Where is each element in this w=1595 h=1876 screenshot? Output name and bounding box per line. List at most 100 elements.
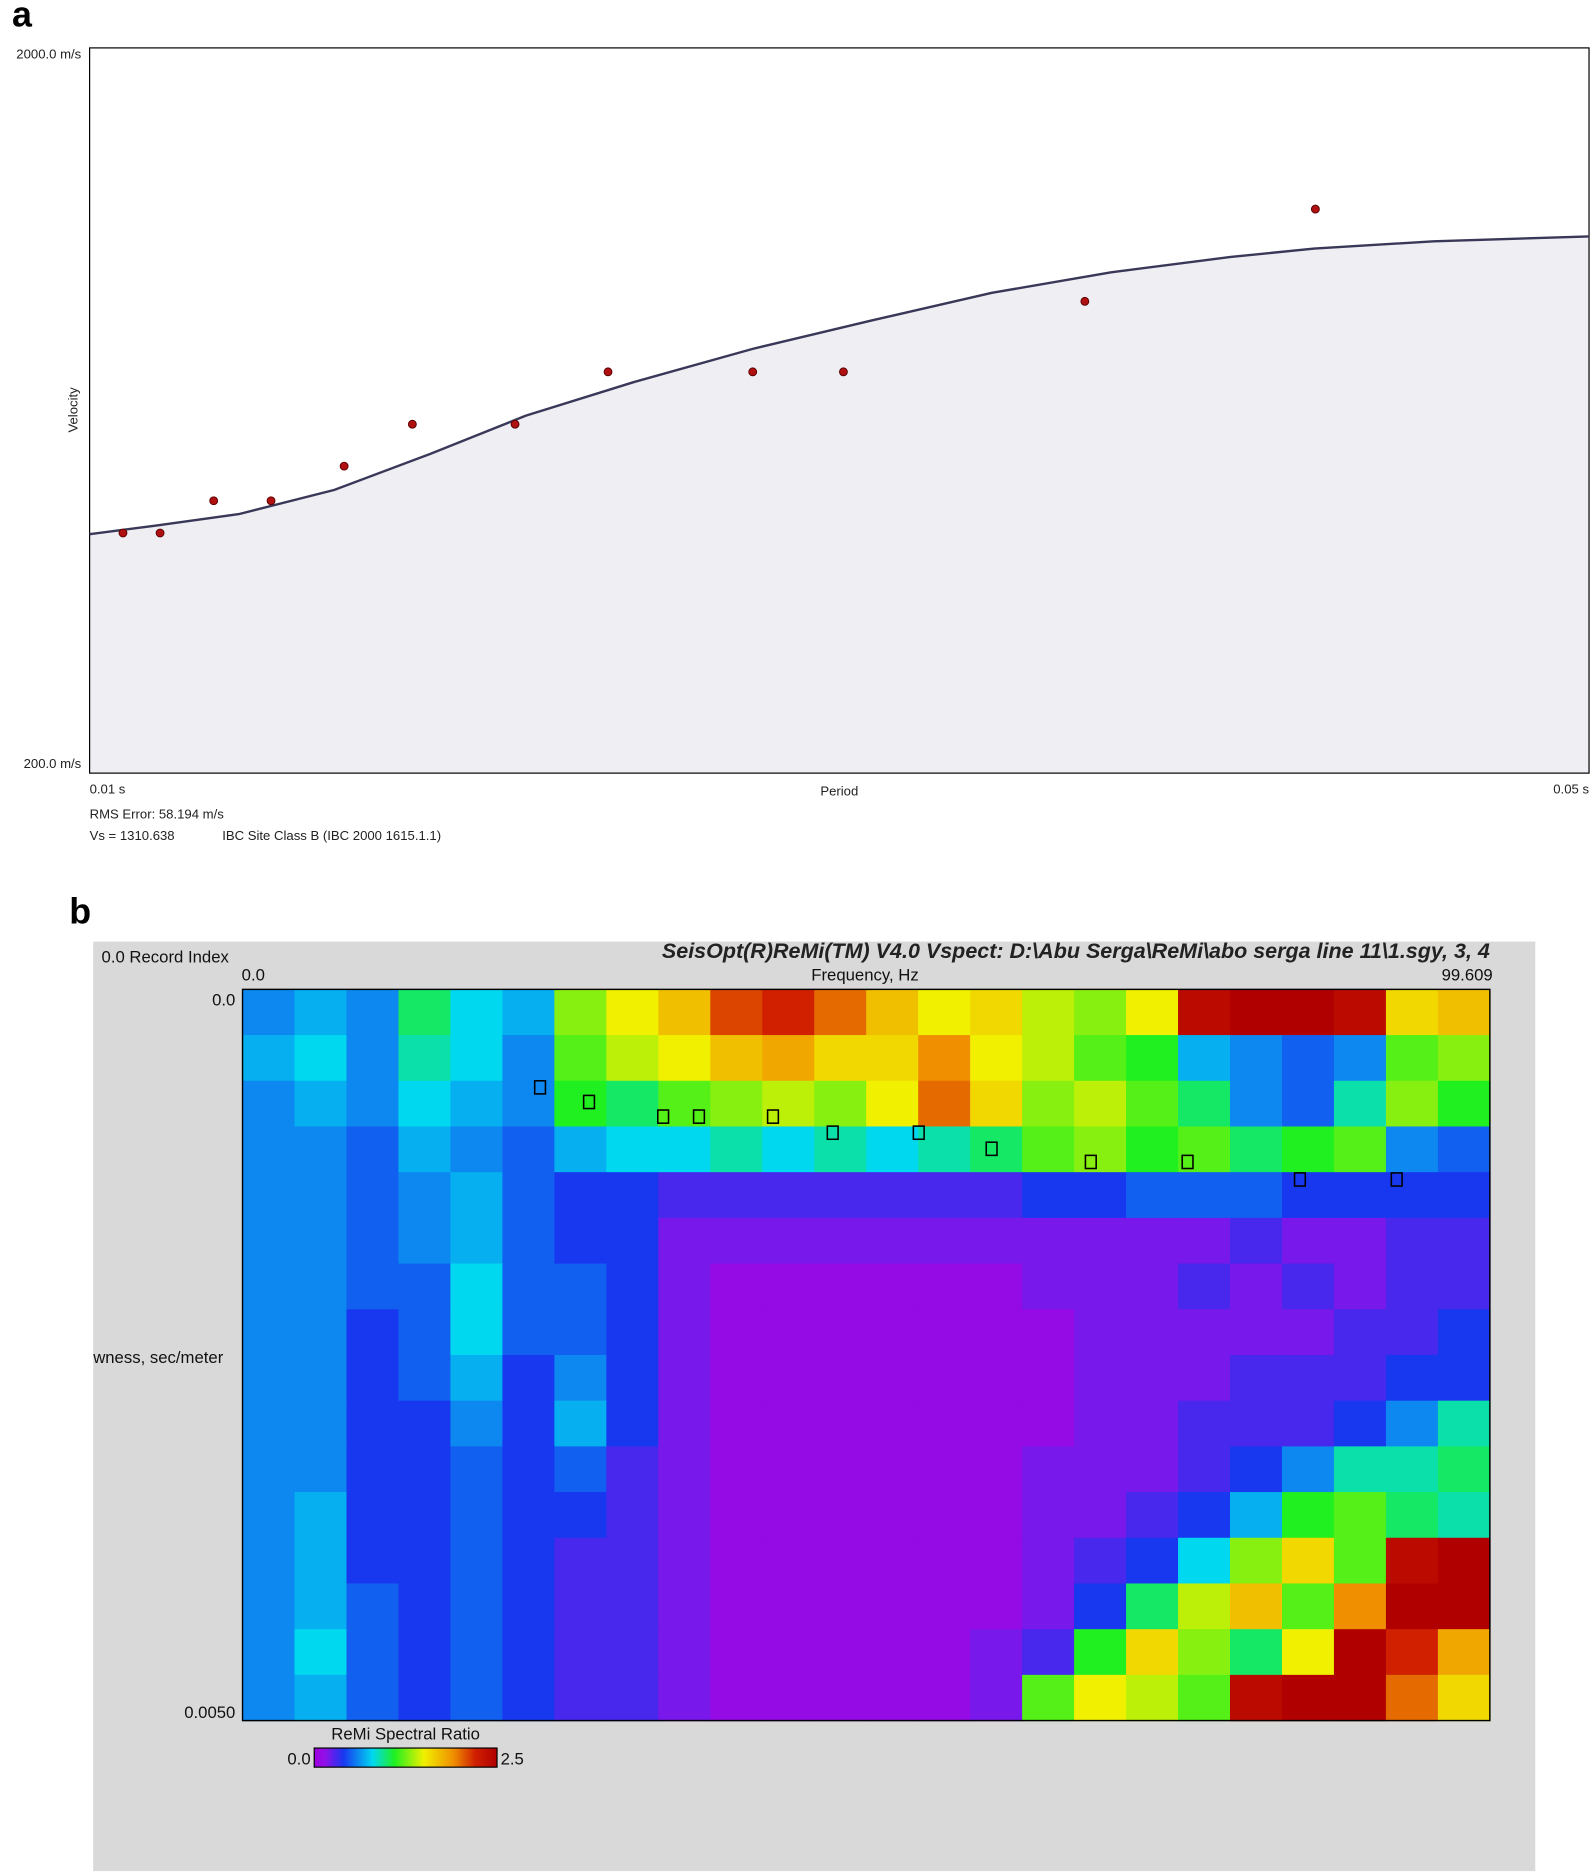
- data-point: [339, 461, 349, 471]
- pick-marker: [533, 1080, 547, 1095]
- heatmap-cell: [970, 1080, 1023, 1128]
- heatmap-cell: [502, 1309, 556, 1356]
- heatmap-cell: [554, 1035, 608, 1082]
- heatmap-cell: [450, 989, 504, 1036]
- heatmap-cell: [606, 1126, 660, 1173]
- heatmap-cell: [1437, 1537, 1491, 1585]
- heatmap-cell: [242, 1172, 296, 1219]
- heatmap-cell: [1385, 1629, 1439, 1676]
- heatmap-cell: [1022, 1629, 1075, 1676]
- heatmap-cell: [294, 1629, 348, 1676]
- heatmap-cell: [294, 1446, 348, 1493]
- heatmap-cell: [814, 1583, 867, 1630]
- heatmap-cell: [1074, 1035, 1127, 1082]
- colorbar-tick-label: 0.0: [287, 1749, 310, 1768]
- heatmap-cell: [554, 1583, 608, 1630]
- heatmap-cell: [710, 1126, 763, 1173]
- heatmap-cell: [606, 1674, 660, 1722]
- heatmap-cell: [1022, 1309, 1075, 1356]
- heatmap-cell: [1437, 989, 1491, 1036]
- heatmap-cell: [398, 1217, 452, 1265]
- heatmap-cell: [346, 1035, 400, 1082]
- heatmap-cell: [1385, 1674, 1439, 1722]
- heatmap-cell: [866, 1126, 919, 1173]
- heatmap-cell: [918, 1217, 971, 1265]
- heatmap-cell: [502, 1629, 556, 1676]
- heatmap-cell: [1333, 1354, 1387, 1402]
- heatmap-cell: [1385, 1354, 1439, 1402]
- heatmap-cell: [450, 1172, 504, 1219]
- heatmap-cell: [398, 1583, 452, 1630]
- heatmap-cell: [762, 1263, 815, 1310]
- heatmap-cell: [242, 1309, 296, 1356]
- heatmap-cell: [294, 1172, 348, 1219]
- heatmap-cell: [970, 1217, 1023, 1265]
- heatmap-cell: [554, 1263, 608, 1310]
- panel-label: b: [69, 892, 91, 932]
- heatmap-cell: [1074, 1354, 1127, 1402]
- heatmap-cell: [970, 1263, 1023, 1310]
- heatmap-cell: [762, 1492, 815, 1539]
- heatmap-cell: [294, 1126, 348, 1173]
- heatmap-cell: [814, 1126, 867, 1173]
- heatmap-cell: [1385, 1172, 1439, 1219]
- heatmap-cell: [710, 1400, 763, 1448]
- heatmap-cell: [1074, 1583, 1127, 1630]
- heatmap-cell: [658, 1492, 711, 1539]
- heatmap-cell: [918, 1446, 971, 1493]
- heatmap-cell: [398, 989, 452, 1036]
- colorbar: [313, 1747, 498, 1768]
- heatmap-cell: [1385, 1446, 1439, 1493]
- x-axis-label: Frequency, Hz: [811, 966, 918, 985]
- heatmap-cell: [346, 1263, 400, 1310]
- heatmap-cell: [710, 1674, 763, 1722]
- heatmap-cell: [294, 1400, 348, 1448]
- plot-frame: [89, 47, 1590, 774]
- heatmap-cell: [814, 1263, 867, 1310]
- heatmap-cell: [502, 1674, 556, 1722]
- heatmap-cell: [918, 1126, 971, 1173]
- heatmap-cell: [1281, 1400, 1335, 1448]
- heatmap-cell: [1281, 1674, 1335, 1722]
- heatmap-cell: [762, 1217, 815, 1265]
- heatmap-cell: [866, 1537, 919, 1585]
- heatmap-cell: [710, 1080, 763, 1128]
- heatmap-cell: [1333, 1492, 1387, 1539]
- heatmap-cell: [1022, 1446, 1075, 1493]
- heatmap-cell: [398, 1263, 452, 1310]
- heatmap-cell: [1126, 1583, 1179, 1630]
- heatmap-cell: [1437, 1080, 1491, 1128]
- heatmap-cell: [658, 1400, 711, 1448]
- heatmap-cell: [1230, 1629, 1283, 1676]
- x-tick-label: 99.609: [1442, 966, 1493, 985]
- heatmap-cell: [346, 1446, 400, 1493]
- heatmap-cell: [1385, 1217, 1439, 1265]
- heatmap-cell: [918, 1629, 971, 1676]
- heatmap-cell: [1437, 1629, 1491, 1676]
- heatmap-cell: [1022, 989, 1075, 1036]
- heatmap-cell: [918, 1583, 971, 1630]
- heatmap-cell: [502, 1583, 556, 1630]
- heatmap-cell: [970, 1674, 1023, 1722]
- heatmap-cell: [398, 1126, 452, 1173]
- heatmap-cell: [866, 1172, 919, 1219]
- heatmap-cell: [554, 1629, 608, 1676]
- heatmap-cell: [398, 1354, 452, 1402]
- heatmap-cell: [554, 1126, 608, 1173]
- heatmap-cell: [1385, 1492, 1439, 1539]
- pick-marker: [826, 1125, 839, 1141]
- annotation: IBC Site Class B (IBC 2000 1615.1.1): [222, 828, 441, 843]
- heatmap-cell: [1437, 1217, 1491, 1265]
- y-tick-label: 2000.0 m/s: [16, 47, 81, 62]
- heatmap-cell: [1022, 1400, 1075, 1448]
- heatmap-cell: [866, 1492, 919, 1539]
- heatmap-cell: [1074, 1217, 1127, 1265]
- heatmap-cell: [1333, 1035, 1387, 1082]
- heatmap-cell: [606, 1354, 660, 1402]
- heatmap-cell: [970, 1583, 1023, 1630]
- heatmap-cell: [1437, 1263, 1491, 1310]
- heatmap-cell: [1230, 1080, 1283, 1128]
- heatmap-cell: [398, 1674, 452, 1722]
- heatmap-cell: [1074, 989, 1127, 1036]
